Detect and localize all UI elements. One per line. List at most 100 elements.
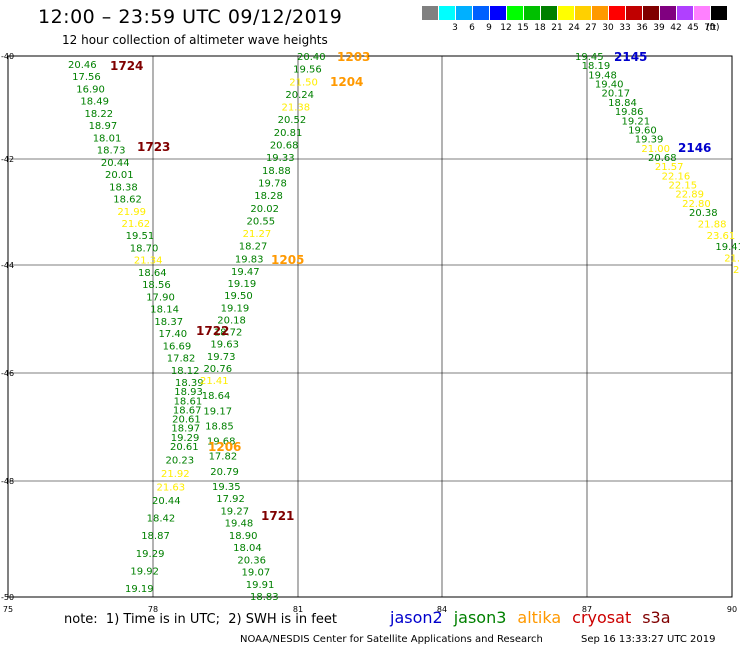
wave-height-value: 19.60 [628,125,657,136]
wave-height-value: 19.50 [224,291,253,302]
wave-height-value: 19.45 [575,52,604,63]
scale-label: 12 [500,23,512,33]
pass-time-label: 1722 [196,324,229,338]
wave-height-value: 20.23 [166,456,195,467]
wave-height-value: 19.48 [225,519,254,530]
pass-time-label: 1203 [337,50,370,64]
wave-height-value: 20.61 [170,442,199,453]
wave-height-value: 19.47 [231,267,260,278]
wave-height-value: 21.63 [157,483,186,494]
scale-label: 24 [568,23,580,33]
wave-height-value: 19.73 [207,352,236,363]
wave-height-value: 19.19 [125,584,154,595]
legend-s3a: s3a [642,608,671,627]
lat-tick-label: -48 [1,477,14,486]
wave-height-value: 19.83 [235,254,264,265]
pass-time-label: 2145 [614,50,647,64]
scale-label: 33 [619,23,631,33]
wave-height-value: 17.92 [216,494,245,505]
wave-height-value: 18.49 [80,97,109,108]
wave-height-value: 19.68 [207,437,236,448]
wave-height-value: 19.19 [221,303,250,314]
scale-swatch [677,6,693,20]
wave-height-value: 18.85 [205,421,234,432]
wave-height-value: 20.40 [297,52,326,63]
wave-height-value: 19.41 [715,242,740,253]
wave-height-value: 19.17 [203,406,232,417]
pass-time-label: 1206 [208,440,241,454]
wave-height-value: 20.68 [648,153,677,164]
scale-swatch [643,6,659,20]
wave-height-value: 20.46 [68,60,97,71]
wave-height-value: 20.68 [270,141,299,152]
wave-height-value: 19.29 [136,549,165,560]
scale-swatch [439,6,455,20]
scale-label: 70 [704,23,716,33]
wave-height-value: 21.27 [243,229,272,240]
wave-height-value: 20.55 [247,216,276,227]
wave-height-value: 18.14 [150,305,179,316]
scale-label: 9 [486,23,492,33]
wave-height-value: 18.93 [174,387,203,398]
satellite-legend: jason2 jason3 altika cryosat s3a [390,608,682,627]
wave-height-value: 21.99 [117,207,146,218]
lon-tick-label: 78 [148,605,158,614]
wave-height-value: 19.91 [246,580,275,591]
page-subtitle: 12 hour collection of altimeter wave hei… [62,33,328,47]
wave-height-value: 22.80 [682,199,711,210]
wave-height-value: 22.3 [733,265,740,276]
wave-height-points: 20.4617.5616.9018.4918.2218.9718.0118.73… [68,52,740,603]
wave-height-value: 19.92 [130,566,159,577]
lon-tick-label: 75 [3,605,13,614]
wave-height-value: 23.61 [707,231,736,242]
scale-unit: (ft) [706,23,720,33]
wave-height-value: 19.35 [212,482,241,493]
legend-jason2: jason2 [390,608,443,627]
wave-height-value: 18.64 [138,268,167,279]
wave-height-value: 18.19 [582,61,611,72]
wave-height-value: 17.82 [209,452,238,463]
scale-label: 42 [670,23,682,33]
scale-swatch [422,6,438,20]
wave-height-value: 18.27 [239,242,268,253]
legend-jason3: jason3 [453,608,507,627]
wave-height-value: 18.73 [97,146,126,157]
generated-timestamp: Sep 16 13:33:27 UTC 2019 [581,634,716,645]
wave-height-value: 19.56 [293,65,322,76]
wave-height-value: 21.50 [289,77,318,88]
wave-height-value: 18.12 [171,366,200,377]
wave-height-value: 17.82 [167,354,196,365]
wave-height-value: 18.83 [250,592,279,603]
wave-height-value: 21.82 [724,254,740,265]
legend-cryosat: cryosat [572,608,632,627]
scale-label: 3 [452,23,458,33]
legend-altika: altika [517,608,562,627]
pass-time-label: 1205 [271,253,304,267]
lat-tick-label: -42 [1,155,14,164]
wave-height-value: 18.62 [113,195,142,206]
wave-height-value: 17.40 [159,329,188,340]
wave-height-value: 21.62 [122,219,151,230]
wave-height-value: 19.63 [210,340,239,351]
lon-tick-label: 90 [727,605,737,614]
wave-height-value: 19.48 [588,70,617,81]
wave-height-value: 19.07 [242,568,271,579]
scale-swatch [575,6,591,20]
wave-height-value: 20.61 [172,415,201,426]
scale-label: 6 [469,23,475,33]
wave-height-value: 20.44 [152,496,181,507]
wave-height-value: 18.64 [202,391,231,402]
scale-label: 36 [636,23,648,33]
wave-height-value: 22.16 [662,171,691,182]
wave-height-value: 20.81 [274,128,303,139]
wave-height-value: 19.86 [615,107,644,118]
scale-swatch [507,6,523,20]
wave-height-value: 19.21 [621,116,650,127]
wave-height-value: 18.42 [147,514,176,525]
scale-swatch [490,6,506,20]
map-grid [7,55,733,598]
wave-height-value: 21.92 [161,469,190,480]
scale-swatch [558,6,574,20]
wave-height-value: 20.02 [250,204,279,215]
wave-height-value: 20.44 [101,158,130,169]
